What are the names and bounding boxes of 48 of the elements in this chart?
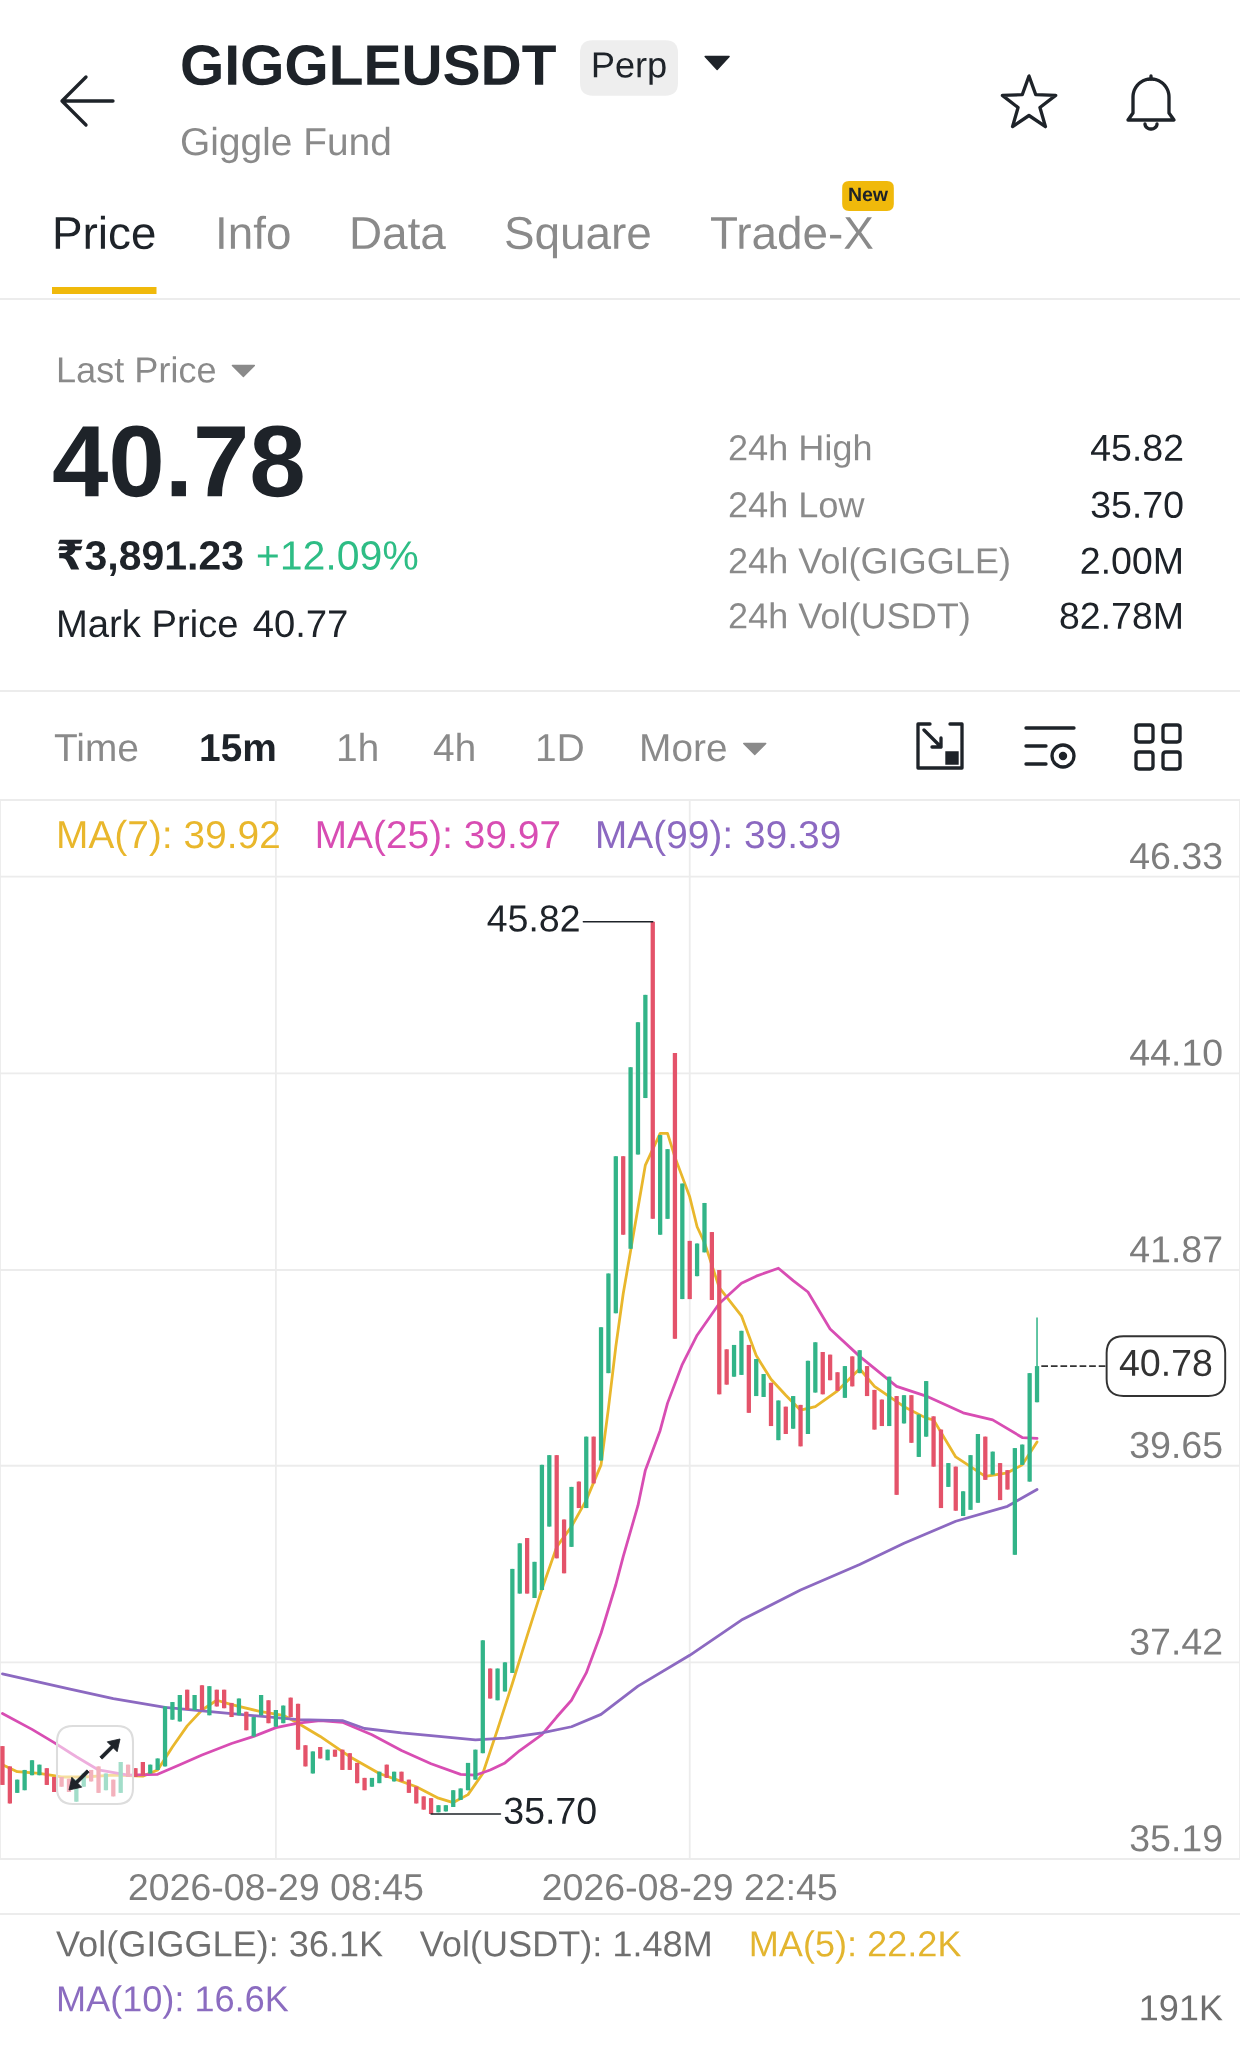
text: 24h Vol(GIGGLE) xyxy=(729,547,1009,581)
text: Perp xyxy=(593,52,666,85)
text: 1D xyxy=(537,734,583,762)
text: 191K xyxy=(1141,1995,1223,2021)
text: Vol(GIGGLE): 36.1K xyxy=(56,1930,383,1964)
text: Data xyxy=(352,217,446,250)
y-tick-label: 41.87 xyxy=(1130,1236,1222,1263)
text: GIGGLEUSDT xyxy=(182,44,556,86)
text: 4h xyxy=(433,732,474,762)
text: 2.00M xyxy=(1081,547,1181,575)
text: MA(25): 39.97 xyxy=(317,819,560,857)
y-tick-label: 35.19 xyxy=(1130,1825,1222,1852)
y-tick-label: 44.10 xyxy=(1130,1039,1222,1066)
text: +12.09% xyxy=(257,540,418,570)
text: 45.82 xyxy=(1091,434,1183,462)
text: Last Price xyxy=(58,356,215,383)
text: Time xyxy=(54,732,138,762)
text: 40.77 xyxy=(253,610,347,638)
text: Price xyxy=(55,215,155,250)
text: Vol(USDT): 1.48M xyxy=(419,1930,710,1964)
y-tick-label: 39.65 xyxy=(1130,1431,1222,1459)
text: 1h xyxy=(338,732,377,762)
text: 35.70 xyxy=(1091,491,1183,519)
text: MA(99): 39.39 xyxy=(598,819,840,857)
x-tick-label: 2026-08-29 08:45 xyxy=(129,1873,423,1901)
text: 24h Low xyxy=(729,491,865,518)
text: More xyxy=(642,734,726,762)
text: 40.78 xyxy=(53,425,303,498)
text: ₹3,891.23 xyxy=(58,539,243,576)
text: Trade-X xyxy=(711,215,873,250)
text: 24h Vol(USDT) xyxy=(729,602,969,636)
text: 15m xyxy=(201,734,275,762)
text: MA(10): 16.6K xyxy=(58,1985,289,2019)
x-tick-label: 2026-08-29 22:45 xyxy=(543,1873,837,1901)
text: Info xyxy=(219,215,290,250)
text: Mark Price xyxy=(59,609,237,638)
annotation: 35.70 xyxy=(504,1797,596,1825)
y-tick-label: 37.42 xyxy=(1130,1628,1222,1655)
y-tick-label: 46.33 xyxy=(1130,842,1222,870)
text: MA(5): 22.2K xyxy=(751,1930,962,1964)
text: Square xyxy=(506,216,650,259)
text: 82.78M xyxy=(1060,602,1181,630)
annotation: 45.82 xyxy=(487,905,579,932)
text: New xyxy=(849,187,889,202)
text: Giggle Fund xyxy=(181,126,390,164)
ref-line-label: 40.78 xyxy=(1119,1349,1212,1377)
text: 24h High xyxy=(729,434,871,468)
text: MA(7): 39.92 xyxy=(59,819,279,857)
